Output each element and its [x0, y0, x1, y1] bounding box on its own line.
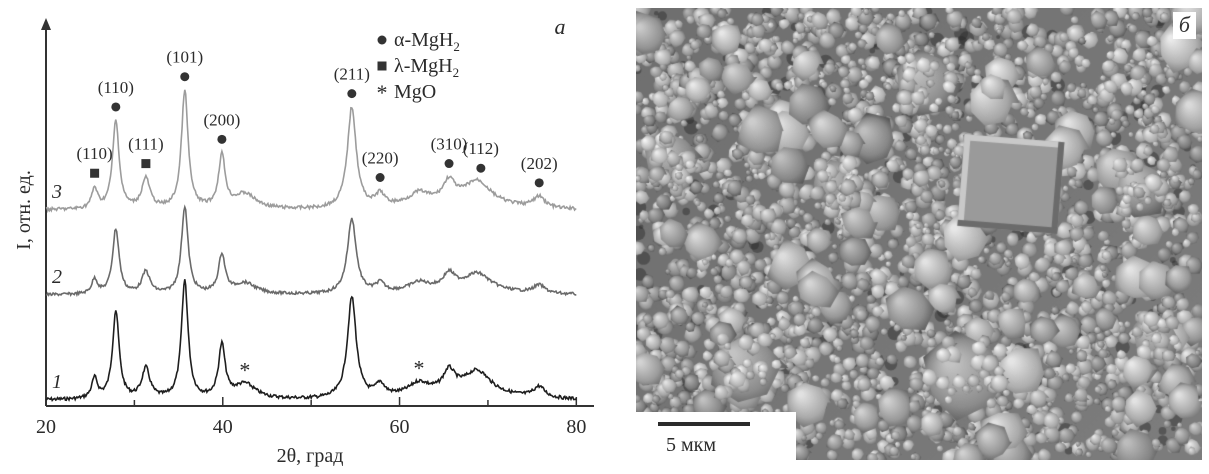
sem-panel: б 5 мкм	[636, 8, 1202, 460]
peak-label: (202)	[521, 154, 558, 173]
x-tick-label: 80	[566, 416, 586, 438]
panel-b-letter: б	[1172, 12, 1196, 39]
peak-marker-circle	[476, 163, 486, 173]
peak-marker-asterisk: *	[413, 356, 424, 381]
xrd-chart: 20 40 60 80 2θ, град I, отн. ед. 1 2 3 (110) (110)…	[13, 14, 594, 467]
legend-label: MgO	[394, 81, 436, 103]
peak-label: (110)	[98, 78, 134, 97]
legend-marker-asterisk: *	[377, 80, 388, 105]
x-tick-label: 20	[36, 416, 56, 438]
peak-label: (220)	[362, 148, 399, 167]
peak-label: (101)	[166, 48, 203, 67]
x-tick-label: 60	[390, 416, 410, 438]
peak-marker-circle	[444, 159, 454, 169]
legend-label: λ-MgH2	[394, 55, 459, 80]
scale-bar-line	[658, 422, 750, 426]
peak-marker-circle	[111, 102, 121, 112]
peak-label: (200)	[203, 110, 240, 129]
panel-a-letter: а	[555, 14, 566, 39]
legend-marker-circle	[377, 35, 387, 45]
peak-label: (310)	[431, 135, 468, 154]
peak-label: (110)	[77, 144, 113, 163]
xrd-panel: 20 40 60 80 2θ, град I, отн. ед. 1 2 3 (110) (110)…	[0, 0, 610, 469]
series-2-label: 2	[52, 266, 62, 288]
peak-marker-circle	[217, 134, 227, 144]
series-2-line	[45, 204, 577, 298]
peak-marker-asterisk: *	[239, 357, 250, 382]
series-1-label: 1	[52, 371, 62, 393]
peak-marker-circle	[534, 178, 544, 188]
series-1-line	[45, 279, 577, 402]
peak-marker-circle	[180, 72, 190, 82]
y-axis-label: I, отн. ед.	[13, 170, 35, 250]
y-axis-arrow	[41, 18, 51, 30]
series-3-line	[45, 89, 577, 214]
scale-bar: 5 мкм	[636, 412, 796, 460]
peak-marker-circle	[375, 172, 385, 182]
legend-marker-square	[377, 61, 387, 71]
series-3-label: 3	[51, 181, 62, 203]
peak-marker-circle	[347, 89, 357, 99]
peak-marker-square	[141, 159, 151, 169]
legend-label: α-MgH2	[394, 29, 460, 54]
peak-marker-square	[90, 168, 100, 178]
peak-label: (111)	[128, 135, 164, 154]
scale-bar-label: 5 мкм	[666, 434, 717, 456]
peak-label: (211)	[334, 65, 370, 84]
x-axis-label: 2θ, град	[277, 445, 344, 467]
sem-micrograph	[636, 8, 1202, 460]
peak-label: (112)	[463, 139, 499, 158]
x-tick-label: 40	[213, 416, 233, 438]
